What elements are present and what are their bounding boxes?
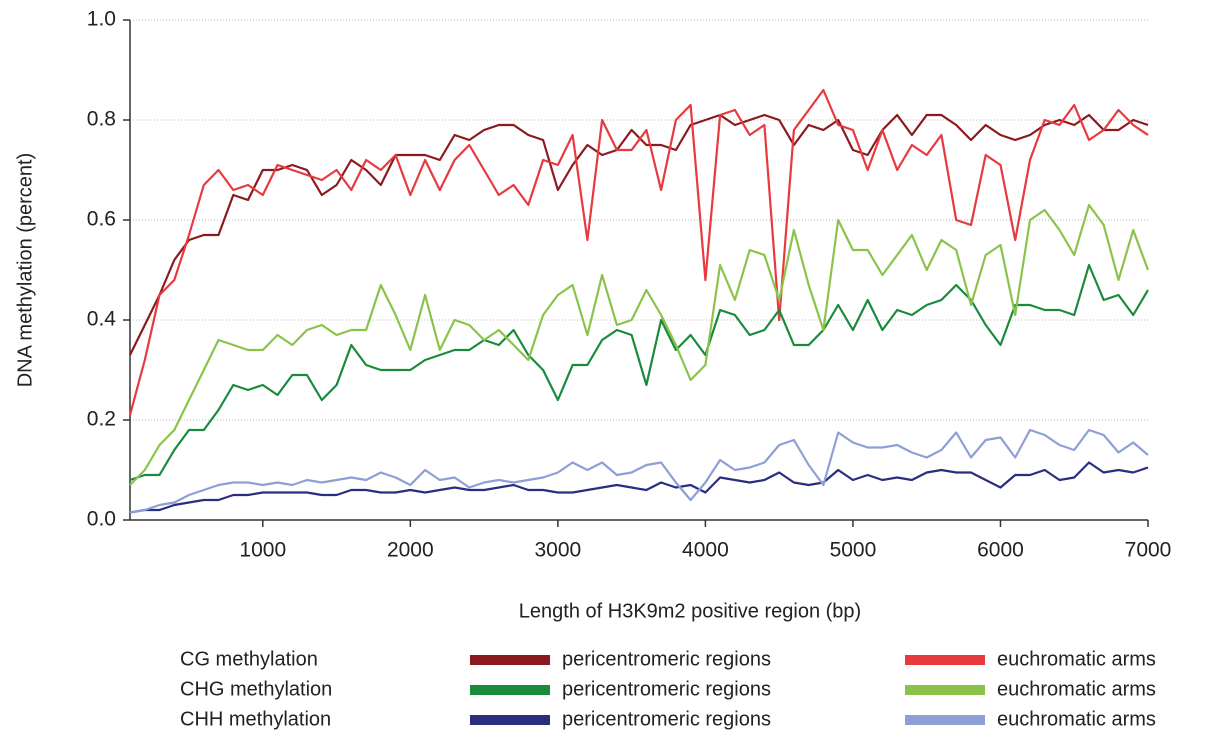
series-line <box>129 263 1149 482</box>
legend-row-label: CG methylation <box>180 648 318 670</box>
x-tick-label: 6000 <box>977 539 1024 562</box>
legend-label: euchromatic arms <box>997 648 1156 670</box>
legend-swatch <box>905 715 985 725</box>
legend-label: euchromatic arms <box>997 678 1156 700</box>
legend-row-label: CHG methylation <box>180 678 332 700</box>
y-tick-label: 0.2 <box>87 408 116 431</box>
legend-label: euchromatic arms <box>997 708 1156 730</box>
x-tick-label: 3000 <box>534 539 581 562</box>
series-line <box>129 203 1150 486</box>
x-tick-label: 2000 <box>387 539 434 562</box>
legend-swatch <box>470 685 550 695</box>
y-tick-label: 0.4 <box>87 308 117 331</box>
legend-swatch <box>905 685 985 695</box>
x-tick-label: 7000 <box>1125 539 1172 562</box>
legend-swatch <box>470 715 550 725</box>
y-tick-label: 0.0 <box>87 508 116 531</box>
x-axis-label: Length of H3K9m2 positive region (bp) <box>519 600 861 622</box>
x-tick-label: 5000 <box>830 539 877 562</box>
legend-label: pericentromeric regions <box>562 678 771 700</box>
y-axis-label: DNA methylation (percent) <box>14 153 36 388</box>
legend-label: pericentromeric regions <box>562 648 771 670</box>
legend-swatch <box>470 655 550 665</box>
y-tick-label: 1.0 <box>87 8 116 31</box>
series-line <box>129 461 1149 514</box>
x-tick-label: 4000 <box>682 539 729 562</box>
series-line <box>128 88 1149 416</box>
y-tick-label: 0.8 <box>87 108 116 131</box>
series-line <box>129 428 1149 514</box>
series-line <box>129 113 1149 356</box>
legend-label: pericentromeric regions <box>562 708 771 730</box>
x-tick-label: 1000 <box>239 539 286 562</box>
legend-swatch <box>905 655 985 665</box>
legend-row-label: CHH methylation <box>180 708 331 730</box>
y-tick-label: 0.6 <box>87 208 116 231</box>
